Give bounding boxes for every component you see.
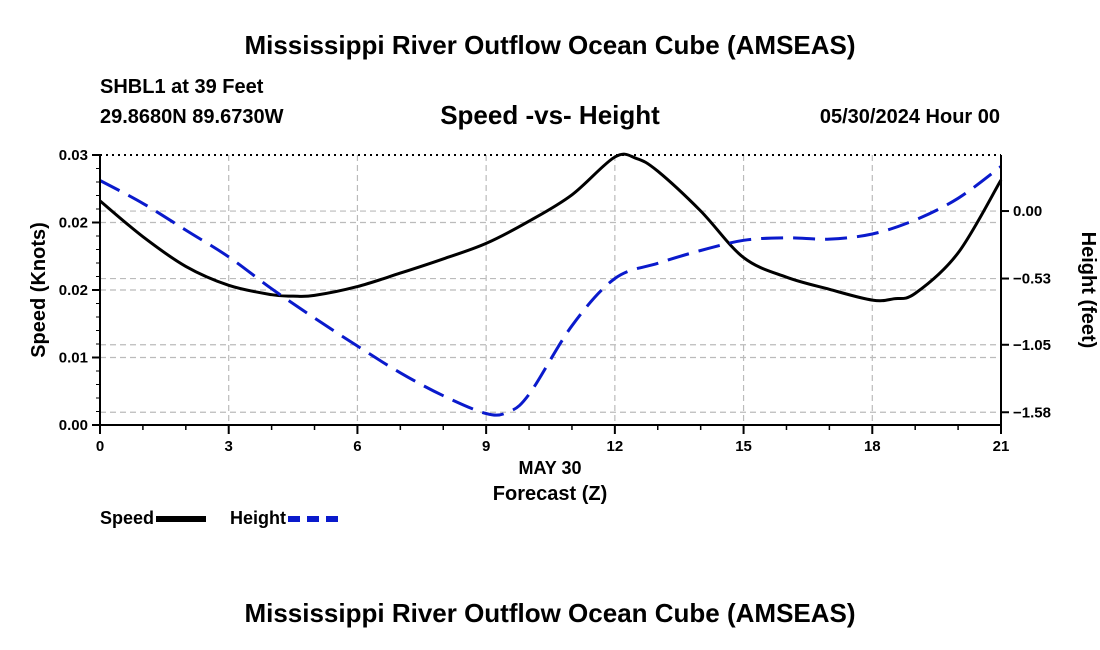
chart-main-title: Mississippi River Outflow Ocean Cube (AM… — [244, 30, 856, 60]
x-axis-date-label: MAY 30 — [518, 458, 581, 478]
y-tick-label: 0.03 — [59, 147, 88, 164]
station-label: SHBL1 at 39 Feet — [100, 76, 264, 98]
x-tick-label: 12 — [607, 438, 624, 455]
x-axis-label: Forecast (Z) — [493, 483, 607, 505]
series-line-height — [99, 165, 1002, 417]
legend-speed-swatch — [156, 515, 207, 522]
legend-height-label: Height — [230, 508, 286, 528]
x-tick-label: 9 — [482, 438, 490, 455]
grid-layer — [100, 155, 1001, 425]
axis-layer: 0 3 6 9 12 15 18 21 0.00 0.01 0.02 0.02 0.03 0.00 −0.5… — [59, 147, 1051, 455]
y-tick-label: 0.02 — [59, 282, 88, 299]
x-tick-label: 21 — [993, 438, 1010, 455]
legend-speed: Speed — [100, 508, 207, 529]
legend-height: Height — [230, 508, 338, 529]
y-tick-label: 0.01 — [59, 350, 88, 367]
x-tick-label: 6 — [353, 438, 361, 455]
series-layer — [99, 152, 1003, 417]
y-tick-label: 0.00 — [59, 417, 88, 434]
station-coordinates: 29.8680N 89.6730W — [100, 106, 284, 128]
x-tick-label: 15 — [735, 438, 752, 455]
y-tick-label: 0.02 — [59, 215, 88, 232]
y-axis-label: Speed (Knots) — [28, 222, 50, 358]
x-tick-label: 18 — [864, 438, 881, 455]
y2-tick-label: −1.05 — [1013, 337, 1051, 354]
series-line-speed — [99, 152, 1003, 303]
forecast-datetime: 05/30/2024 Hour 00 — [819, 106, 1000, 128]
y2-tick-label: −0.53 — [1013, 271, 1051, 288]
legend-speed-label: Speed — [100, 508, 155, 528]
y2-axis-label: Height (feet) — [1077, 232, 1099, 349]
chart-repeat-title: Mississippi River Outflow Ocean Cube (AM… — [244, 598, 856, 628]
legend-height-swatch — [288, 515, 338, 522]
y2-tick-label: 0.00 — [1013, 203, 1042, 220]
speed-height-chart: 0 3 6 9 12 15 18 21 0.00 0.01 0.02 0.02 0.03 0.00 −0.5… — [28, 147, 1099, 505]
chart-subtitle: Speed -vs- Height — [440, 100, 660, 130]
x-tick-label: 0 — [96, 438, 104, 455]
x-tick-label: 3 — [225, 438, 233, 455]
y2-tick-label: −1.58 — [1013, 404, 1051, 421]
